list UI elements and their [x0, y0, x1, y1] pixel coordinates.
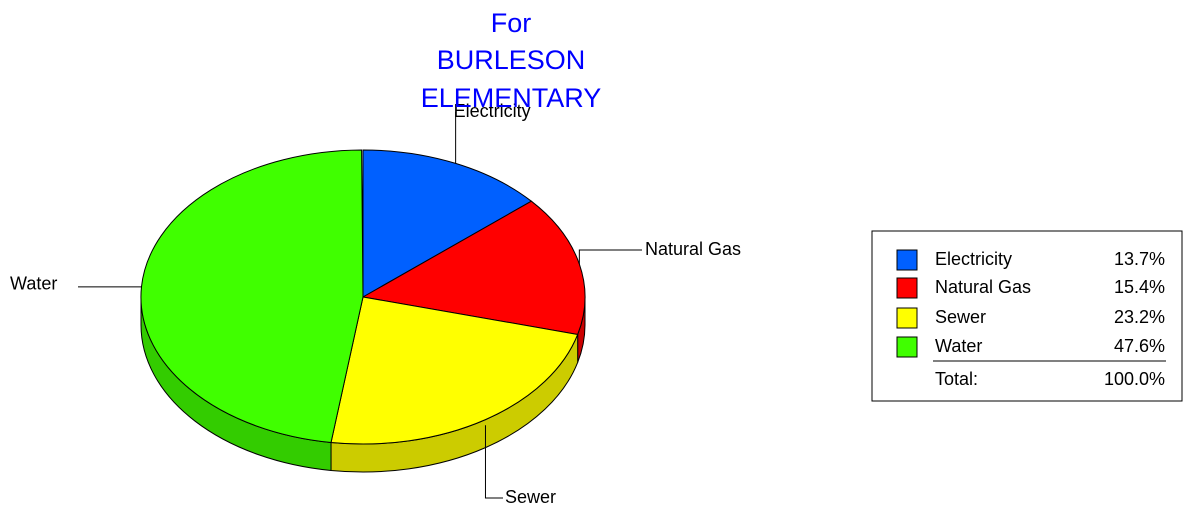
legend-swatch	[896, 307, 918, 329]
legend-label: Sewer	[935, 307, 986, 327]
pie-slice	[361, 200, 586, 336]
slice-label: Electricity	[454, 101, 531, 121]
legend-value: 23.2%	[1114, 307, 1165, 327]
chart-title: ELEMENTARY	[421, 83, 602, 113]
legend-value: 15.4%	[1114, 277, 1165, 297]
slice-label: Natural Gas	[645, 239, 741, 259]
slice-label: Water	[10, 274, 57, 294]
pie-slice	[330, 296, 579, 445]
slice-label: Sewer	[505, 487, 556, 507]
legend-value: 47.6%	[1114, 336, 1165, 356]
legend-box	[871, 230, 1183, 402]
legend-label: Electricity	[935, 249, 1012, 269]
legend-swatch	[896, 249, 918, 271]
legend-swatch	[896, 277, 918, 299]
leader-line	[578, 249, 642, 265]
chart-title: For	[491, 8, 532, 38]
legend-swatch	[896, 336, 918, 358]
legend-total-label: Total:	[935, 369, 978, 389]
legend-total-value: 100.0%	[1104, 369, 1165, 389]
chart-title: BURLESON	[437, 45, 586, 75]
legend-label: Water	[935, 336, 982, 356]
legend-label: Natural Gas	[935, 277, 1031, 297]
leader-line	[484, 425, 503, 499]
legend-value: 13.7%	[1114, 249, 1165, 269]
